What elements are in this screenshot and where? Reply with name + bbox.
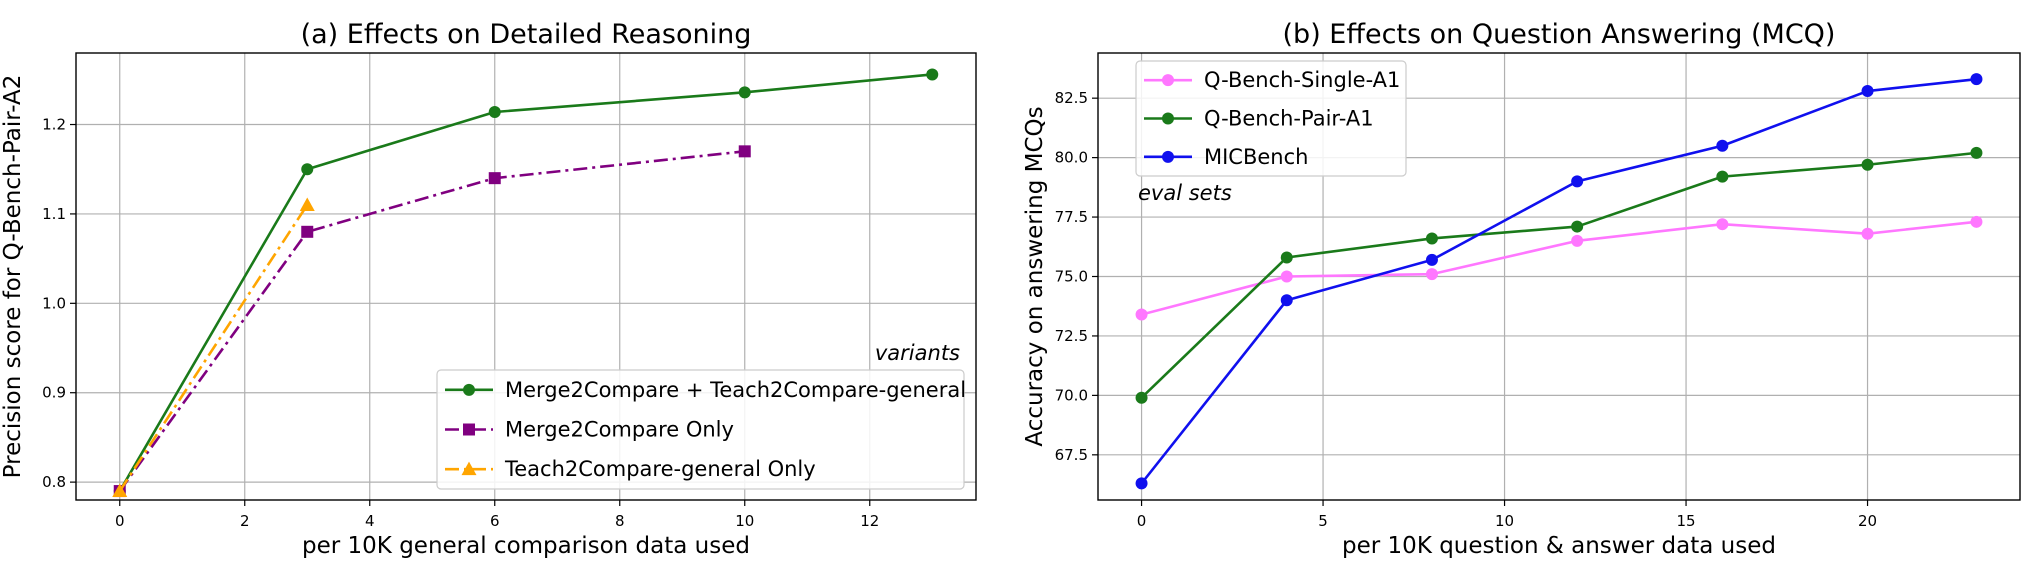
data-point xyxy=(1861,227,1874,240)
plot-frame xyxy=(75,52,977,501)
x-tick-label: 12 xyxy=(860,512,879,530)
y-tick-label: 0.9 xyxy=(42,384,66,402)
data-point xyxy=(1425,268,1438,281)
y-tick-label: 75.0 xyxy=(1055,268,1088,286)
y-tick-label: 72.5 xyxy=(1055,327,1088,345)
legend-box xyxy=(1135,60,1407,177)
y-tick-label: 77.5 xyxy=(1055,208,1088,226)
legend-title: variants xyxy=(875,341,960,365)
data-point xyxy=(738,86,751,99)
data-point xyxy=(1135,308,1148,321)
chart-panel-1: 0 5 10 15 20 67.5 70.0 72.5 75.0 77.5 80.0 82.5 (b) … xyxy=(1022,19,2021,559)
series-line xyxy=(118,150,745,492)
data-point xyxy=(1280,294,1293,307)
data-point xyxy=(1280,251,1293,264)
data-point xyxy=(1970,73,1983,86)
legend: Merge2Compare + Teach2Compare-general Mer… xyxy=(436,369,966,490)
data-point xyxy=(1571,220,1584,233)
legend-title: eval sets xyxy=(1138,181,1232,205)
x-tick-label: 0 xyxy=(1137,512,1147,530)
data-point xyxy=(301,163,314,176)
data-point xyxy=(738,145,751,158)
y-tick-label: 82.5 xyxy=(1055,89,1088,107)
data-point xyxy=(1861,158,1874,171)
legend-swatch-marker xyxy=(461,461,477,476)
x-tick-label: 15 xyxy=(1677,512,1696,530)
series-line xyxy=(1140,151,1977,399)
legend-entry-label: Merge2Compare Only xyxy=(505,418,734,442)
y-tick-label: 80.0 xyxy=(1055,149,1088,167)
legend-entry-label: Q-Bench-Pair-A1 xyxy=(1204,107,1374,131)
chart-panel-0: 0 2 4 6 8 10 12 0.8 0.9 1.0 1.1 1.2 (a) Effects on D… xyxy=(0,19,977,559)
data-point xyxy=(1716,170,1729,183)
data-point xyxy=(1716,139,1729,152)
x-axis-label: per 10K general comparison data used xyxy=(302,533,750,559)
x-tick-label: 2 xyxy=(240,512,250,530)
data-point xyxy=(1571,234,1584,247)
y-tick-label: 1.0 xyxy=(42,294,66,312)
y-tick-label: 1.2 xyxy=(42,116,66,134)
data-point xyxy=(926,68,939,81)
x-tick-label: 10 xyxy=(735,512,754,530)
chart-title: (b) Effects on Question Answering (MCQ) xyxy=(1283,19,1836,50)
data-point xyxy=(1425,253,1438,266)
y-tick-label: 67.5 xyxy=(1055,446,1088,464)
legend-entry-label: MICBench xyxy=(1204,145,1308,169)
x-tick-label: 8 xyxy=(615,512,625,530)
series-1 xyxy=(1135,146,1983,404)
data-point xyxy=(1135,391,1148,404)
data-point xyxy=(299,197,315,211)
data-point xyxy=(1716,218,1729,231)
y-axis-label: Accuracy on answering MCQs xyxy=(1022,106,1048,446)
data-point xyxy=(1571,175,1584,188)
x-tick-label: 0 xyxy=(115,512,125,530)
data-point xyxy=(1135,477,1148,490)
data-point xyxy=(112,483,128,498)
legend-swatch-marker xyxy=(463,423,475,436)
data-point xyxy=(488,106,501,119)
y-tick-label: 1.1 xyxy=(42,205,66,223)
series-2 xyxy=(112,197,315,498)
series-0 xyxy=(1135,215,1983,321)
legend-swatch-marker xyxy=(1162,74,1174,87)
x-tick-label: 6 xyxy=(490,512,500,530)
chart-title: (a) Effects on Detailed Reasoning xyxy=(301,19,752,50)
legend-entry-label: Merge2Compare + Teach2Compare-general xyxy=(505,378,966,402)
legend-entry-label: Teach2Compare-general Only xyxy=(504,457,816,481)
data-point xyxy=(1425,232,1438,245)
y-tick-label: 70.0 xyxy=(1055,386,1088,404)
series-2 xyxy=(1135,73,1983,490)
x-tick-label: 10 xyxy=(1495,512,1514,530)
data-point xyxy=(301,225,314,238)
data-point xyxy=(1280,270,1293,283)
legend: Q-Bench-Single-A1 Q-Bench-Pair-A1 MICBench xyxy=(1135,60,1407,177)
series-line xyxy=(1141,220,1977,316)
x-tick-label: 5 xyxy=(1318,512,1328,530)
y-axis-label: Precision score for Q-Bench-Pair-A2 xyxy=(0,75,26,479)
data-point xyxy=(488,172,501,185)
legend-swatch-marker xyxy=(463,383,475,396)
legend-box xyxy=(436,369,965,490)
y-tick-label: 0.8 xyxy=(42,473,66,491)
x-tick-label: 20 xyxy=(1858,512,1877,530)
legend-swatch-marker xyxy=(1162,150,1174,163)
data-point xyxy=(1970,146,1983,159)
x-tick-label: 4 xyxy=(365,512,375,530)
data-point xyxy=(1861,85,1874,98)
legend-entry-label: Q-Bench-Single-A1 xyxy=(1204,68,1400,92)
series-line xyxy=(118,204,309,492)
data-point xyxy=(1970,215,1983,228)
x-axis-label: per 10K question & answer data used xyxy=(1342,533,1776,559)
legend-swatch-marker xyxy=(1162,112,1174,125)
